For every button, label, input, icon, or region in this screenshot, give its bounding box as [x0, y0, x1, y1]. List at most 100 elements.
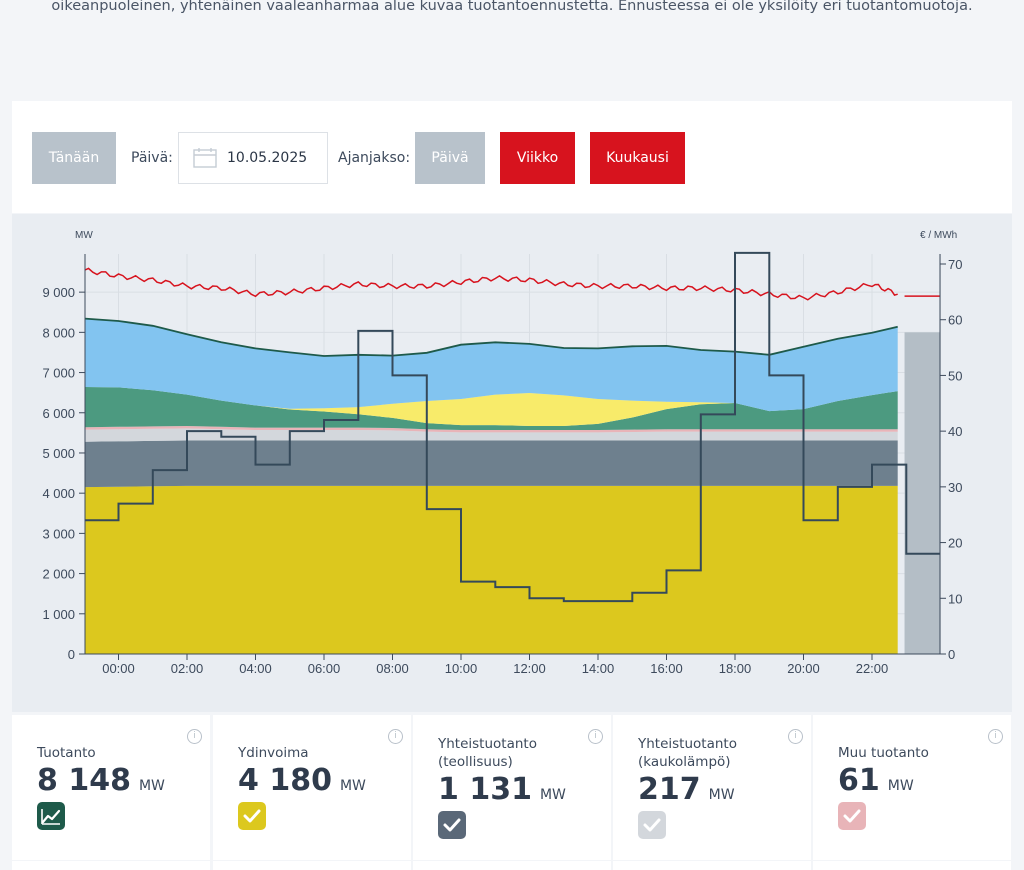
area-solar — [85, 387, 898, 426]
card-title: Yhteistuotanto (teollisuus) — [438, 735, 537, 771]
y2-tick-label: 30 — [948, 480, 962, 495]
chart-axes: 0 1 000 2 000 3 000 4 000 5 000 6 000 7 000 8 00… — [42, 254, 962, 676]
y2-tick-label: 40 — [948, 424, 962, 439]
y-tick-label: 2 000 — [42, 567, 75, 582]
card-chp-industry: Yhteistuotanto (teollisuus) i 1 131 MW — [413, 715, 611, 860]
x-tick-label: 20:00 — [787, 661, 820, 676]
x-tick-label: 06:00 — [308, 661, 341, 676]
check-icon[interactable] — [638, 811, 666, 839]
x-tick-label: 22:00 — [856, 661, 889, 676]
card-row-divider — [413, 861, 611, 870]
y2-tick-label: 60 — [948, 313, 962, 328]
y2-tick-label: 0 — [948, 647, 955, 662]
info-icon[interactable]: i — [187, 729, 202, 744]
card-number: 1 131 — [438, 772, 532, 807]
x-tick-label: 10:00 — [445, 661, 478, 676]
card-production: Tuotanto i 8 148 MW — [12, 715, 210, 860]
area-nuclear — [85, 485, 898, 654]
y-axis-label: MW — [75, 230, 93, 241]
card-chp-district: Yhteistuotanto (kaukolämpö) i 217 MW — [613, 715, 811, 860]
card-unit: MW — [539, 787, 566, 803]
chart-icon[interactable] — [37, 802, 65, 830]
card-title: Tuotanto — [37, 745, 96, 761]
stat-cards: Tuotanto i 8 148 MW Ydinvoima i 4 180 MW Y… — [12, 715, 1012, 870]
y-tick-label: 8 000 — [42, 325, 75, 340]
calendar-icon — [193, 148, 217, 168]
card-number: 217 — [638, 772, 701, 807]
y2-tick-label: 70 — [948, 257, 962, 272]
card-row-divider — [12, 861, 210, 870]
card-unit: MW — [138, 778, 165, 794]
check-icon[interactable] — [838, 802, 866, 830]
x-tick-label: 04:00 — [239, 661, 272, 676]
y-tick-label: 0 — [68, 647, 75, 662]
card-value: 1 131 MW — [438, 772, 566, 807]
controls-panel: Tänään Päivä: 10.05.2025 Ajanjakso: Päiv… — [12, 101, 1012, 213]
y-tick-label: 5 000 — [42, 446, 75, 461]
card-unit: MW — [887, 778, 914, 794]
date-value: 10.05.2025 — [227, 150, 308, 166]
x-tick-label: 02:00 — [171, 661, 204, 676]
period-label: Ajanjakso: — [338, 150, 411, 166]
info-icon[interactable]: i — [988, 729, 1003, 744]
card-row-divider — [613, 861, 811, 870]
y2-tick-label: 20 — [948, 536, 962, 551]
x-tick-label: 18:00 — [719, 661, 752, 676]
date-label: Päivä: — [131, 150, 173, 166]
intro-text: oikeanpuoleinen, yhtenäinen vaaleanharma… — [51, 0, 973, 14]
card-number: 8 148 — [37, 763, 131, 798]
y-tick-label: 9 000 — [42, 285, 75, 300]
y2-tick-label: 50 — [948, 368, 962, 383]
y-tick-label: 7 000 — [42, 366, 75, 381]
card-value: 61 MW — [838, 763, 914, 798]
consumption-line — [84, 267, 898, 301]
x-tick-label: 00:00 — [102, 661, 135, 676]
y-tick-label: 3 000 — [42, 526, 75, 541]
card-unit: MW — [339, 778, 366, 794]
card-title-line: Yhteistuotanto — [638, 736, 737, 752]
card-value: 217 MW — [638, 772, 735, 807]
y2-tick-label: 10 — [948, 591, 962, 606]
production-chart: 0 1 000 2 000 3 000 4 000 5 000 6 000 7 000 8 00… — [12, 214, 1012, 712]
x-tick-label: 12:00 — [513, 661, 546, 676]
card-title: Ydinvoima — [238, 745, 309, 761]
y2-axis-label: € / MWh — [920, 230, 957, 241]
chart-lines — [84, 251, 941, 603]
chart-svg: 0 1 000 2 000 3 000 4 000 5 000 6 000 7 000 8 00… — [42, 230, 962, 676]
card-number: 4 180 — [238, 763, 332, 798]
area-wind — [85, 318, 898, 412]
y-tick-label: 6 000 — [42, 406, 75, 421]
x-tick-label: 14:00 — [582, 661, 615, 676]
card-title-line: Yhteistuotanto — [438, 736, 537, 752]
period-month-button[interactable]: Kuukausi — [590, 132, 685, 184]
area-chp_industry — [85, 440, 898, 488]
area-chp_district — [85, 428, 898, 442]
today-button[interactable]: Tänään — [32, 132, 116, 184]
price-line — [85, 251, 940, 603]
date-picker[interactable]: 10.05.2025 — [178, 132, 328, 184]
card-value: 8 148 MW — [37, 763, 165, 798]
x-tick-label: 16:00 — [650, 661, 683, 676]
check-icon[interactable] — [238, 802, 266, 830]
card-unit: MW — [708, 787, 735, 803]
card-title-line: (kaukolämpö) — [638, 754, 731, 770]
info-icon[interactable]: i — [788, 729, 803, 744]
period-day-button[interactable]: Päivä — [415, 132, 485, 184]
card-nuclear: Ydinvoima i 4 180 MW — [213, 715, 411, 860]
card-title: Yhteistuotanto (kaukolämpö) — [638, 735, 737, 771]
x-tick-label: 08:00 — [376, 661, 409, 676]
info-icon[interactable]: i — [388, 729, 403, 744]
card-row-divider — [813, 861, 1011, 870]
card-title: Muu tuotanto — [838, 745, 929, 761]
card-number: 61 — [838, 763, 880, 798]
card-value: 4 180 MW — [238, 763, 366, 798]
card-row-divider — [213, 861, 411, 870]
area-hydro — [85, 387, 898, 430]
chart-areas — [85, 318, 941, 654]
y-tick-label: 1 000 — [42, 607, 75, 622]
card-other: Muu tuotanto i 61 MW — [813, 715, 1011, 860]
forecast-area — [904, 332, 941, 654]
info-icon[interactable]: i — [588, 729, 603, 744]
check-icon[interactable] — [438, 811, 466, 839]
period-week-button[interactable]: Viikko — [500, 132, 575, 184]
